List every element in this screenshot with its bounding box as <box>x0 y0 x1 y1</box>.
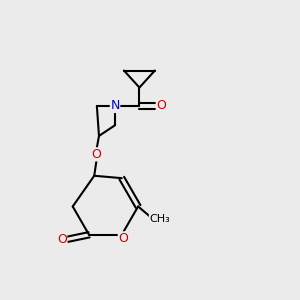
Text: O: O <box>118 232 128 245</box>
Text: N: N <box>110 100 120 112</box>
Text: O: O <box>157 100 166 112</box>
Text: CH₃: CH₃ <box>149 214 170 224</box>
Text: O: O <box>92 148 101 161</box>
Text: O: O <box>57 233 67 246</box>
